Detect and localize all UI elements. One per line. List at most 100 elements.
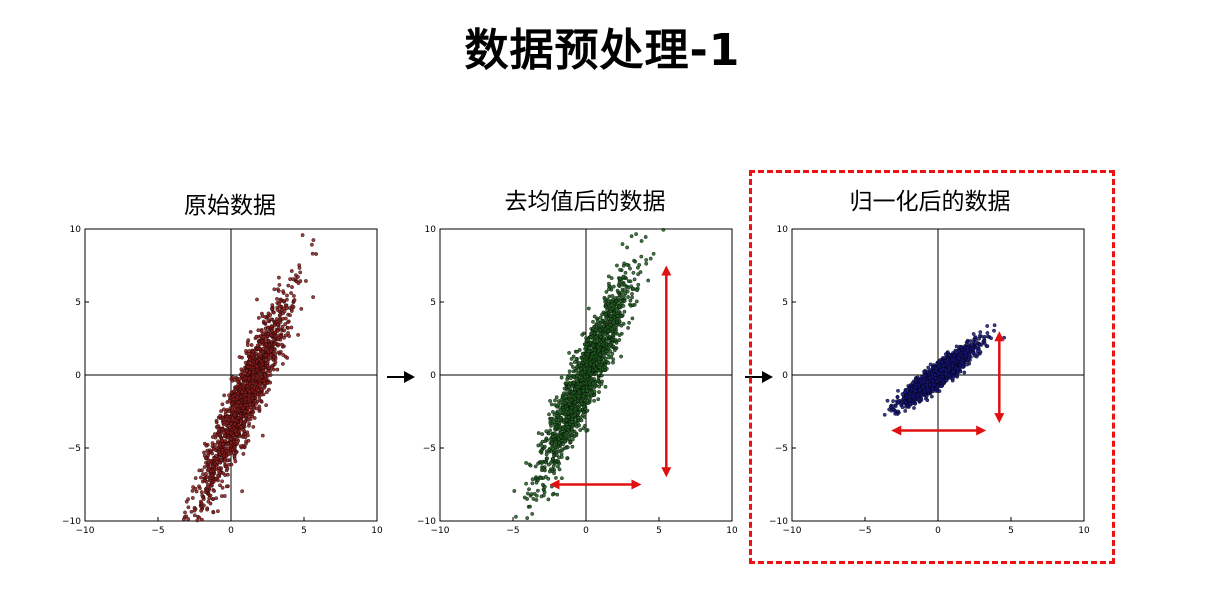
scatter-point (618, 276, 622, 281)
scatter-point (590, 330, 594, 335)
scatter-point (272, 323, 277, 328)
scatter-point (562, 395, 567, 400)
scatter-point (556, 414, 560, 419)
scatter-point (551, 410, 555, 414)
y-tick-label: 5 (75, 298, 81, 308)
scatter-point (557, 455, 561, 460)
scatter-point (583, 374, 587, 379)
scatter-point (278, 304, 282, 309)
scatter-point (570, 444, 575, 449)
scatter-point (266, 319, 271, 323)
scatter-point (544, 429, 549, 434)
scatter-point (231, 418, 236, 422)
y-tick-label: 5 (782, 298, 788, 308)
scatter-point (248, 357, 252, 362)
x-tick-label: 10 (371, 526, 383, 536)
scatter-point (597, 365, 602, 369)
scatter-point (241, 435, 245, 439)
scatter-point (253, 390, 258, 395)
scatter-point (540, 444, 544, 449)
scatter-point (605, 325, 610, 330)
scatter-point (608, 313, 613, 318)
scatter-point (267, 339, 272, 344)
scatter-point (619, 323, 624, 328)
panel-title-original: 原始数据 (184, 193, 276, 219)
scatter-point (615, 288, 620, 293)
scatter-point (597, 356, 601, 361)
scatter-point (211, 510, 216, 515)
scatter-point (536, 461, 540, 466)
scatter-point (553, 398, 557, 403)
scatter-point (220, 450, 225, 455)
scatter-point (228, 437, 233, 441)
scatter-point (599, 382, 604, 386)
scatter-point (564, 418, 569, 422)
scatter-point (635, 288, 640, 293)
scatter-point (276, 322, 280, 327)
scatter-point (299, 307, 304, 311)
scatter-point (236, 382, 241, 387)
scatter-point (575, 349, 579, 354)
x-tick-label: 10 (1078, 526, 1090, 536)
scatter-point (581, 410, 586, 415)
scatter-point (552, 412, 557, 417)
scatter-point (209, 483, 214, 488)
scatter-point (574, 433, 579, 438)
scatter-point (297, 263, 302, 268)
scatter-point (199, 490, 204, 494)
scatter-point (609, 276, 614, 280)
scatter-point (594, 328, 598, 333)
scatter-point (651, 251, 656, 256)
scatter-point (199, 501, 204, 506)
scatter-point (238, 403, 243, 408)
scatter-point (291, 305, 296, 309)
scatter-points (882, 323, 1006, 417)
scatter-point (603, 356, 608, 361)
scatter-point (273, 334, 278, 339)
scatter-point (268, 373, 273, 377)
scatter-point (276, 342, 281, 347)
scatter-point (270, 303, 275, 307)
scatter-point (227, 409, 232, 414)
scatter-point (214, 477, 218, 482)
scatter-point (271, 355, 276, 360)
scatter-point (300, 233, 305, 237)
scatter-point (265, 364, 270, 368)
scatter-point (226, 472, 230, 477)
scatter-point (247, 394, 252, 398)
scatter-point (263, 373, 267, 377)
scatter-point (556, 449, 561, 454)
scatter-point (549, 441, 554, 446)
scatter-point (190, 489, 195, 493)
scatter-point (617, 338, 622, 342)
y-tick-label: 10 (777, 225, 789, 235)
scatter-point (230, 407, 235, 412)
scatter-point (567, 402, 572, 406)
scatter-point (277, 317, 282, 322)
scatter-point (202, 450, 206, 455)
scatter-point (310, 251, 315, 256)
scatter-point (235, 437, 239, 442)
scatter-point (277, 275, 281, 280)
scatter-point (311, 295, 315, 299)
scatter-point (195, 518, 200, 523)
scatter-point (540, 466, 545, 471)
scatter-point (269, 324, 274, 328)
y-tick-label: 5 (430, 298, 436, 308)
scatter-point (579, 418, 584, 423)
scatter-point (562, 386, 567, 391)
scatter-point (276, 350, 281, 355)
scatter-point (283, 333, 288, 338)
scatter-point (554, 395, 559, 400)
scatter-point (289, 269, 294, 273)
scatter-point (228, 425, 232, 430)
scatter-point (278, 313, 283, 317)
scatter-point (643, 235, 648, 239)
scatter-point (247, 423, 251, 428)
scatter-point (201, 472, 205, 476)
scatter-point (264, 346, 268, 351)
scatter-point (612, 348, 617, 353)
scatter-point (213, 443, 217, 447)
scatter-point (282, 299, 286, 303)
scatter-point (577, 423, 581, 428)
